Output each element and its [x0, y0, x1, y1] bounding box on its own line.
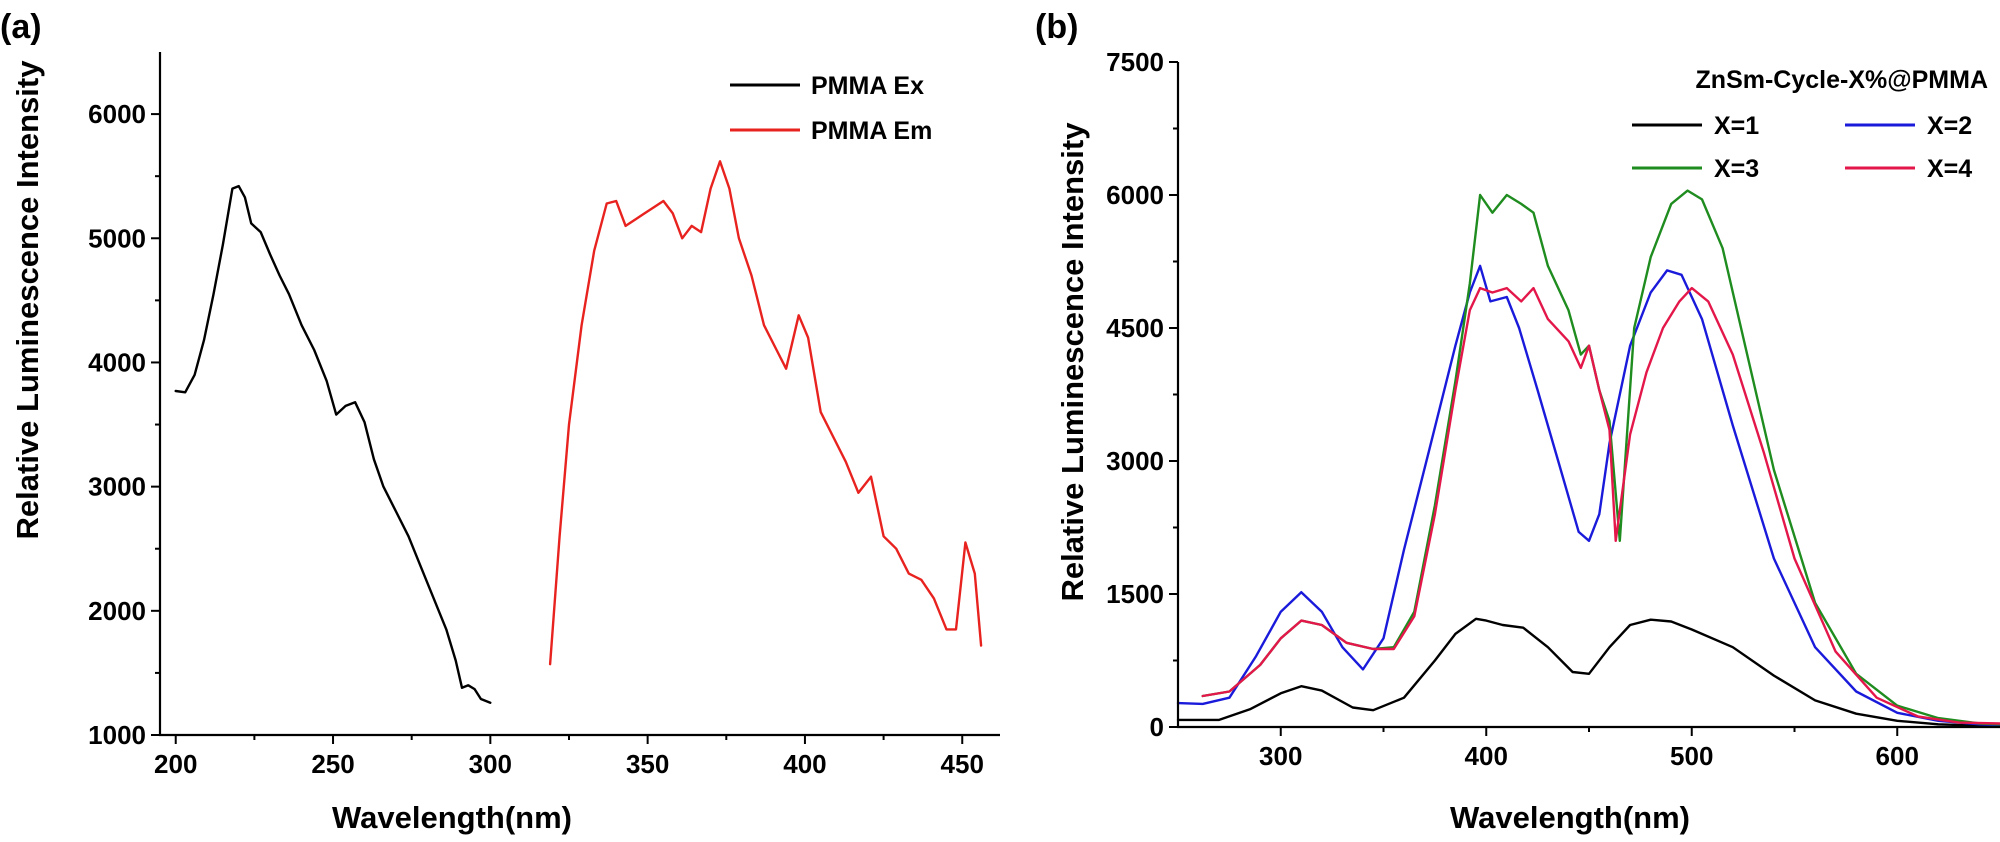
panel-b-y-tick-label: 7500 — [1106, 47, 1164, 77]
legend-label-x2: X=2 — [1927, 112, 1972, 140]
panel-a-x-axis-title: Wavelength(nm) — [332, 800, 572, 835]
panel-b-y-tick-label: 6000 — [1106, 180, 1164, 210]
panel-b-y-tick-label: 1500 — [1106, 579, 1164, 609]
panel-b-x-tick-label: 300 — [1259, 741, 1302, 771]
panel-b-series-x-3 — [1201, 189, 2000, 726]
panel-b-y-tick-label: 4500 — [1106, 313, 1164, 343]
panel-a-y-tick-label: 6000 — [88, 99, 146, 129]
panel-a-x-tick-label: 350 — [626, 749, 669, 779]
panel-b-x-tick-label: 400 — [1465, 741, 1508, 771]
panel-a-y-tick-label: 5000 — [88, 223, 146, 253]
panel-a-x-tick-label: 300 — [469, 749, 512, 779]
legend-title-znsm: ZnSm-Cycle-X%@PMMA — [1696, 66, 1988, 94]
panel-a-x-tick-label: 400 — [783, 749, 826, 779]
panel-a-series-pmma-em — [548, 160, 983, 666]
panel-a-y-axis-title: Relative Luminescence Intensity — [10, 60, 45, 540]
panel-b-series-x-4 — [1201, 286, 2000, 725]
panel-b-label: (b) — [1035, 8, 1078, 46]
panel-b-x-tick-label: 500 — [1670, 741, 1713, 771]
panel-b-y-tick-label: 0 — [1150, 712, 1164, 742]
panel-a: (a) Relative Luminescence Intensity Wave… — [0, 8, 1000, 835]
panel-b-x-axis-title: Wavelength(nm) — [1450, 800, 1690, 835]
panel-b-series-x-2 — [1176, 264, 2000, 727]
panel-a-series-pmma-ex — [174, 184, 492, 704]
panel-a-label: (a) — [0, 8, 42, 46]
panel-b-axes-frame — [1176, 62, 2000, 729]
panel-a-y-tick-label: 3000 — [88, 472, 146, 502]
legend-label-x4: X=4 — [1927, 155, 1972, 183]
panel-a-x-tick-label: 200 — [154, 749, 197, 779]
legend-label-pmma-ex: PMMA Ex — [811, 72, 924, 100]
panel-a-y-tick-label: 1000 — [88, 720, 146, 750]
panel-a-y-tick-label: 4000 — [88, 347, 146, 377]
panel-a-x-tick-label: 250 — [311, 749, 354, 779]
panel-b-y-axis-title: Relative Luminescence Intensity — [1055, 122, 1090, 602]
panel-b-legend: ZnSm-Cycle-X%@PMMA X=1 X=2 X=3 X=4 — [1632, 66, 1988, 183]
legend-label-x3: X=3 — [1714, 155, 1759, 183]
panel-b-series-x-1 — [1176, 617, 2000, 728]
legend-label-pmma-em: PMMA Em — [811, 117, 932, 145]
panel-a-ticks: 200 250 300 350 400 450 1000 2000 3000 4000 5000 60… — [88, 99, 984, 779]
panel-b-x-tick-label: 600 — [1876, 741, 1919, 771]
panel-a-x-tick-label: 450 — [941, 749, 984, 779]
panel-a-axes-frame — [158, 52, 1000, 737]
panel-a-y-tick-label: 2000 — [88, 596, 146, 626]
panel-b-series — [1176, 189, 2000, 728]
panel-b-y-tick-label: 3000 — [1106, 446, 1164, 476]
panel-a-legend: PMMA Ex PMMA Em — [730, 72, 932, 145]
legend-label-x1: X=1 — [1714, 112, 1759, 140]
panel-a-series — [174, 160, 983, 704]
panel-b: (b) Relative Luminescence Intensity Wave… — [1035, 8, 2000, 835]
